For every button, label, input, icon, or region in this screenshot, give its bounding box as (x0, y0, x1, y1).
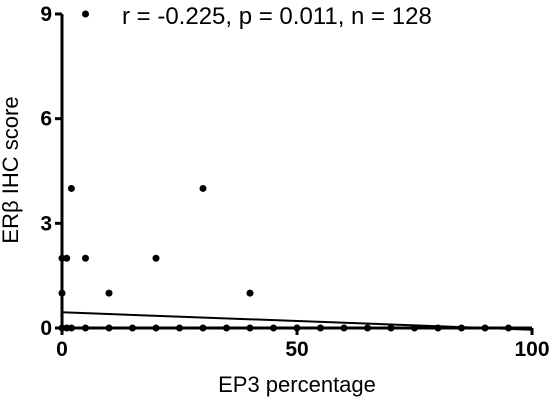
data-point (82, 10, 89, 18)
y-tick-label: 6 (40, 108, 52, 131)
data-point (481, 324, 489, 332)
data-point (317, 324, 324, 332)
data-point (82, 254, 89, 262)
x-tick-label: 100 (514, 338, 549, 361)
regression-line-group (61, 311, 533, 331)
y-tick-label: 0 (40, 317, 52, 340)
data-point (58, 289, 66, 297)
regression-line (61, 311, 533, 331)
data-point (67, 324, 75, 332)
data-point (67, 184, 75, 192)
y-axis-title: ERβ IHC score (0, 96, 23, 243)
data-point (458, 324, 465, 332)
data-point (199, 324, 207, 332)
data-point (129, 324, 136, 332)
data-point (246, 324, 254, 332)
data-point (176, 324, 183, 332)
data-point (364, 324, 371, 332)
data-point (152, 254, 160, 262)
data-point (152, 324, 160, 332)
x-tick-label: 0 (56, 338, 68, 361)
statistics-annotation: r = -0.225, p = 0.011, n = 128 (122, 3, 432, 30)
data-point (387, 324, 395, 332)
data-point (293, 324, 301, 332)
data-point (434, 324, 442, 332)
data-point (63, 254, 71, 262)
data-point (340, 324, 348, 332)
data-points (58, 10, 512, 332)
data-point (246, 289, 254, 297)
data-point (223, 324, 230, 332)
data-point (505, 324, 512, 332)
data-point (411, 324, 418, 332)
data-point (105, 289, 113, 297)
y-tick-label: 9 (40, 3, 52, 26)
y-tick-label: 3 (40, 212, 52, 235)
data-point (105, 324, 113, 332)
x-axis-title: EP3 percentage (218, 372, 376, 397)
data-point (199, 184, 207, 192)
y-ticks: 0 3 6 9 (40, 3, 62, 340)
x-ticks: 0 50 100 (56, 328, 550, 361)
data-point (82, 324, 89, 332)
data-point (270, 324, 277, 332)
x-tick-label: 50 (285, 338, 308, 361)
